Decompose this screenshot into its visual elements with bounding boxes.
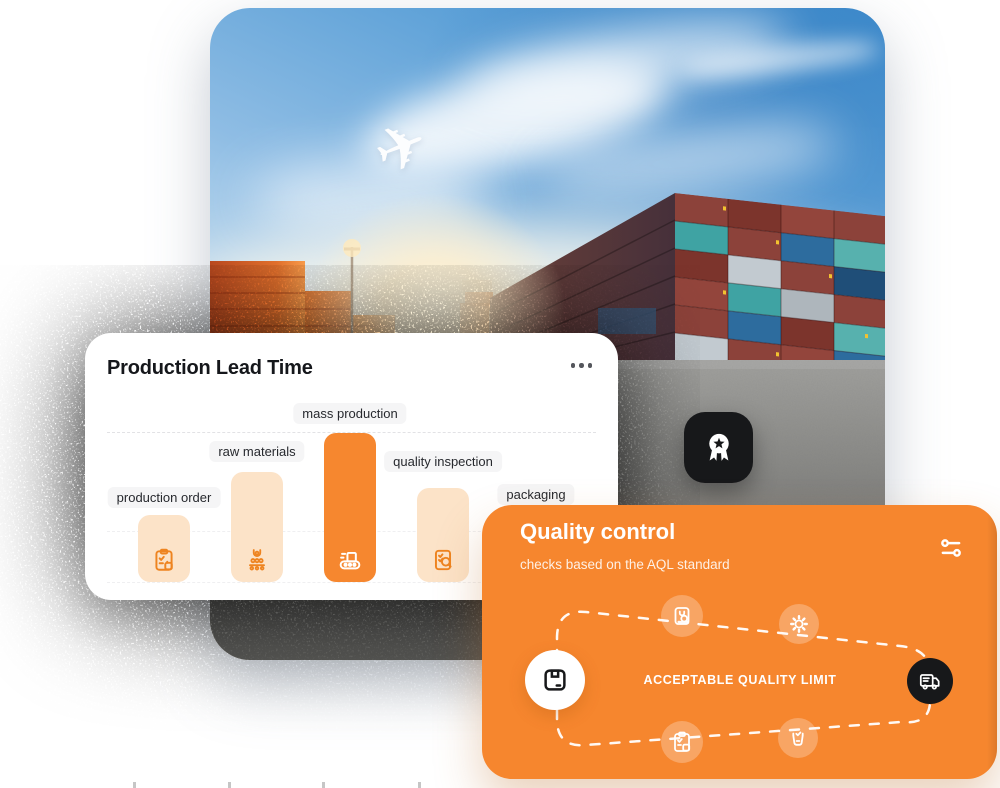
bar-mass-production — [324, 433, 376, 582]
cropped-content-tick — [228, 782, 231, 788]
clipboard-check-icon — [155, 548, 173, 571]
bar-quality-inspection — [417, 488, 469, 582]
bar-label: packaging — [497, 484, 575, 505]
cropped-content-tick — [322, 782, 325, 788]
inspection-doc-icon — [434, 549, 452, 571]
node-box-search — [661, 595, 703, 637]
bar-label: raw materials — [209, 441, 305, 462]
basket-check-icon — [792, 731, 804, 746]
bar-raw-materials — [231, 472, 283, 582]
card-title: Production Lead Time — [107, 357, 313, 379]
node-basket-check — [778, 718, 818, 758]
bar-label: quality inspection — [384, 451, 502, 472]
materials-sorting-icon — [249, 549, 265, 571]
node-truck — [907, 658, 953, 704]
gear-icon — [789, 614, 808, 633]
quality-control-card: Quality control checks based on the AQL … — [482, 505, 997, 779]
card-edge-shade — [987, 505, 997, 779]
award-badge — [684, 412, 753, 483]
sliders-icon[interactable] — [938, 535, 964, 561]
award-ribbon-icon — [708, 433, 729, 461]
node-gear — [779, 604, 819, 644]
ellipsis-icon[interactable] — [570, 363, 592, 368]
flow-path — [555, 610, 932, 747]
bar-label: mass production — [293, 403, 407, 424]
cropped-content-tick — [418, 782, 421, 788]
bar-production-order — [138, 515, 190, 582]
package-icon — [544, 669, 566, 691]
gridline — [107, 582, 596, 583]
truck-icon — [919, 674, 940, 690]
conveyor-box-icon — [339, 551, 361, 570]
node-clipboard — [661, 721, 703, 763]
card-title: Quality control — [520, 519, 676, 544]
gridline — [107, 432, 596, 433]
box-search-icon — [674, 607, 690, 625]
bar-label: production order — [107, 487, 221, 508]
node-package — [525, 650, 585, 710]
center-label: ACCEPTABLE QUALITY LIMIT — [643, 673, 837, 687]
cropped-content-tick — [133, 782, 136, 788]
card-subtitle: checks based on the AQL standard — [520, 557, 730, 572]
clipboard-check-icon — [674, 731, 691, 752]
